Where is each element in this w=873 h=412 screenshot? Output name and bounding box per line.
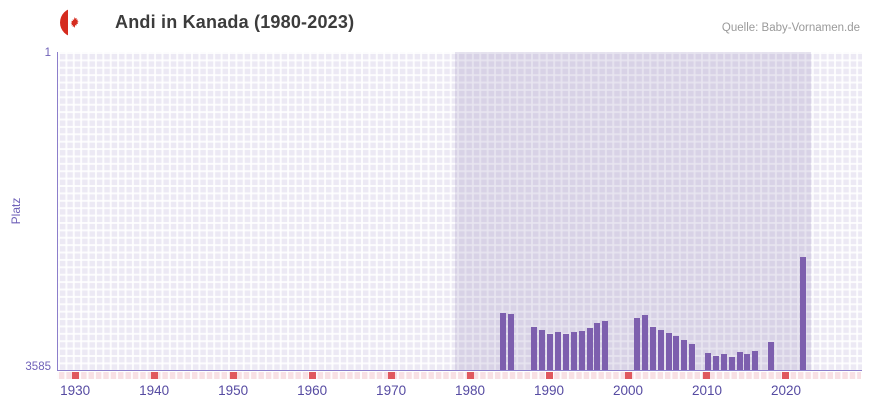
- maple-leaf-icon: [70, 16, 79, 29]
- x-tick-label-1970: 1970: [376, 383, 407, 398]
- flag-red-stripe: [60, 8, 68, 37]
- x-tick-mark-2020: [782, 372, 790, 379]
- x-axis-strip: [57, 372, 861, 379]
- x-tick-mark-1950: [229, 372, 237, 379]
- bar-1988[interactable]: [531, 327, 538, 370]
- x-tick-mark-1940: [150, 372, 158, 379]
- bar-2015[interactable]: [744, 354, 751, 370]
- bar-1993[interactable]: [570, 331, 577, 370]
- bar-2004[interactable]: [657, 330, 664, 370]
- x-tick-mark-1960: [308, 372, 316, 379]
- bar-1989[interactable]: [539, 330, 546, 370]
- bar-1984[interactable]: [499, 312, 506, 370]
- x-tick-label-1960: 1960: [297, 383, 328, 398]
- plot-area: [57, 52, 862, 371]
- bar-1990[interactable]: [547, 334, 554, 370]
- x-tick-mark-1930: [71, 372, 79, 379]
- x-tick-mark-1990: [545, 372, 553, 379]
- highlight-band: [455, 52, 811, 370]
- bar-2007[interactable]: [681, 340, 688, 370]
- chart-title: Andi in Kanada (1980-2023): [115, 12, 355, 32]
- x-tick-label-1930: 1930: [60, 383, 91, 398]
- x-tick-label-1940: 1940: [139, 383, 170, 398]
- x-tick-label-1980: 1980: [455, 383, 486, 398]
- bar-1996[interactable]: [594, 322, 601, 370]
- bar-2006[interactable]: [673, 336, 680, 370]
- x-tick-mark-1980: [466, 372, 474, 379]
- bar-1992[interactable]: [562, 333, 569, 370]
- x-tick-mark-2000: [624, 372, 632, 379]
- x-tick-label-1990: 1990: [534, 383, 565, 398]
- x-tick-label-1950: 1950: [218, 383, 249, 398]
- bar-2014[interactable]: [736, 352, 743, 370]
- bar-1997[interactable]: [602, 321, 609, 370]
- bar-2005[interactable]: [665, 332, 672, 370]
- x-tick-label-2010: 2010: [691, 383, 723, 398]
- y-tick-bottom: 3585: [25, 361, 51, 373]
- x-tick-label-2000: 2000: [612, 383, 644, 398]
- bar-2013[interactable]: [728, 357, 735, 370]
- bar-1995[interactable]: [586, 328, 593, 370]
- bar-2022[interactable]: [799, 256, 806, 370]
- x-tick-labels: 1930 1940 1950 1960 1970 1980 1990 2000 2010 2020: [57, 383, 861, 401]
- flag-white-stripe: [67, 8, 82, 37]
- bar-2018[interactable]: [768, 342, 775, 370]
- bar-1994[interactable]: [578, 330, 585, 370]
- y-axis-label: Platz: [9, 197, 23, 225]
- bar-2016[interactable]: [752, 350, 759, 370]
- source-attribution: Quelle: Baby-Vornamen.de: [721, 22, 860, 34]
- canada-flag-icon: [60, 8, 89, 37]
- bar-2012[interactable]: [720, 354, 727, 370]
- bar-2003[interactable]: [649, 326, 656, 370]
- bar-1991[interactable]: [554, 331, 561, 370]
- bar-1985[interactable]: [507, 314, 514, 370]
- x-tick-mark-2010: [703, 372, 711, 379]
- bar-2011[interactable]: [712, 355, 719, 370]
- bar-2008[interactable]: [689, 343, 696, 370]
- y-tick-top: 1: [44, 47, 51, 59]
- x-tick-label-2020: 2020: [770, 383, 801, 398]
- bar-2001[interactable]: [633, 317, 640, 370]
- x-tick-mark-1970: [387, 372, 395, 379]
- bar-2010[interactable]: [704, 353, 711, 370]
- bar-2002[interactable]: [641, 315, 648, 370]
